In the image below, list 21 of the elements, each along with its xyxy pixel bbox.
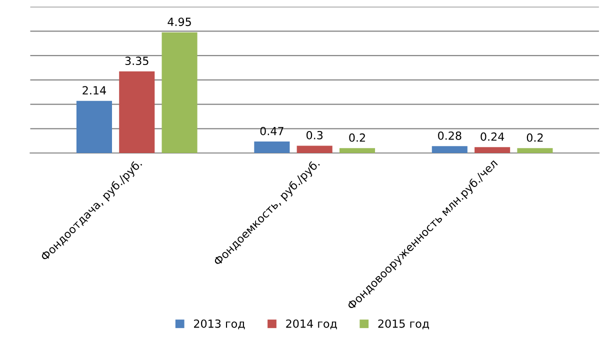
- bar: [162, 32, 198, 153]
- data-label: 0.47: [260, 126, 284, 136]
- data-label: 0.2: [349, 133, 365, 142]
- bar: [254, 142, 290, 153]
- legend-label: 2015 год: [378, 319, 429, 330]
- bar: [296, 146, 332, 153]
- data-label: 0.3: [306, 130, 323, 140]
- data-label: 0.24: [480, 132, 504, 141]
- legend-label: 2014 год: [286, 319, 337, 330]
- data-label: 0.2: [526, 133, 543, 142]
- bar: [474, 147, 510, 153]
- bar: [517, 148, 553, 153]
- bar: [76, 100, 112, 153]
- bar: [339, 148, 376, 153]
- bar: [432, 146, 468, 153]
- data-label: 2.14: [82, 86, 106, 94]
- data-label: 4.95: [168, 18, 191, 26]
- data-label: 3.35: [125, 56, 148, 66]
- bar: [119, 71, 155, 153]
- legend-label: 2013 год: [194, 319, 245, 330]
- data-label: 0.28: [438, 131, 462, 140]
